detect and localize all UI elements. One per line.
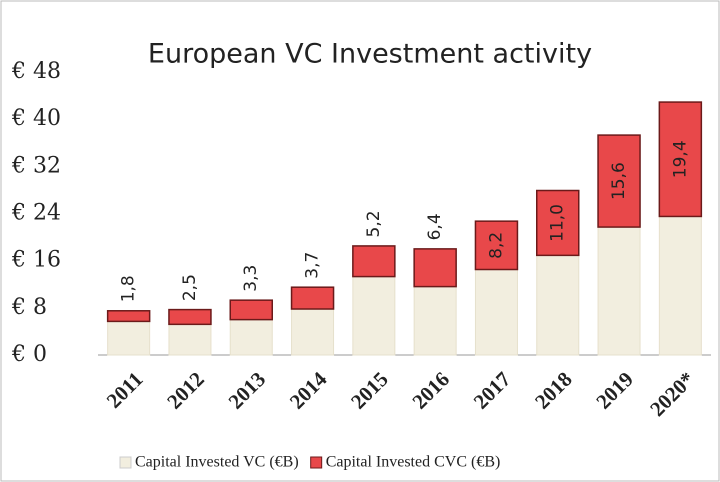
y-tick-label: € 0 — [11, 342, 47, 367]
legend-swatch — [119, 456, 132, 469]
bar-segment — [658, 215, 702, 356]
y-tick-label: € 16 — [11, 248, 61, 273]
bar-segment — [229, 299, 273, 321]
value-label: 3,3 — [241, 265, 261, 292]
value-label: 8,2 — [486, 232, 506, 259]
legend-swatch — [310, 456, 323, 469]
bar-segment — [474, 220, 519, 271]
bar-segment — [597, 226, 641, 356]
value-label: 3,7 — [303, 252, 323, 279]
y-tick-label: € 24 — [11, 201, 61, 226]
y-tick-label: € 48 — [11, 59, 61, 84]
value-label: 15,6 — [609, 162, 629, 200]
bar-segment — [413, 286, 457, 356]
bar-segment — [106, 310, 151, 323]
value-label: 2,5 — [180, 274, 200, 301]
bar-segment — [291, 308, 335, 356]
y-tick-label: € 8 — [11, 295, 47, 320]
y-tick-label: € 32 — [11, 153, 61, 178]
bar-segment — [536, 189, 580, 257]
bar-segment — [229, 319, 273, 356]
bar-segment — [290, 286, 335, 310]
bar-segment — [536, 254, 580, 356]
bar-segment — [474, 269, 518, 356]
value-label: 11,0 — [548, 204, 568, 242]
bar-segment — [597, 134, 641, 228]
bar-segment — [168, 323, 212, 356]
bar-segment — [413, 248, 457, 288]
value-label: 19,4 — [670, 140, 690, 178]
legend-label: Capital Invested CVC (€B) — [326, 454, 501, 471]
bar-segment — [107, 320, 151, 356]
y-tick-label: € 40 — [11, 106, 61, 131]
legend-label: Capital Invested VC (€B) — [135, 454, 299, 471]
bar-segment — [168, 308, 212, 326]
value-label: 5,2 — [364, 210, 384, 237]
bar-segment — [352, 245, 396, 278]
bar-segment — [658, 101, 703, 218]
chart-title: European VC Investment activity — [148, 39, 592, 70]
bar-segment — [352, 276, 396, 356]
value-label: 1,8 — [119, 275, 139, 302]
value-label: 6,4 — [425, 213, 445, 240]
